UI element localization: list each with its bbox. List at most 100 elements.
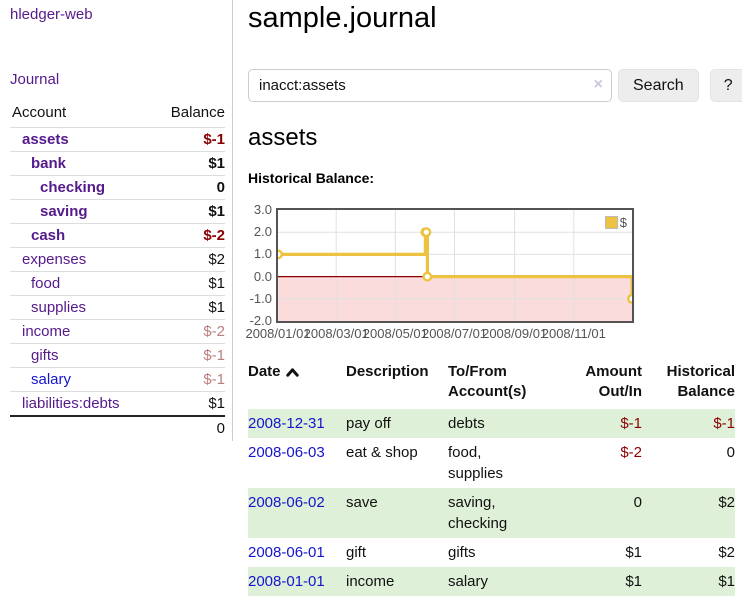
clear-search-icon[interactable]: × xyxy=(593,76,603,93)
account-link[interactable]: salary xyxy=(31,371,72,388)
app-brand-link[interactable]: hledger-web xyxy=(10,6,93,23)
account-balance: $-1 xyxy=(203,371,225,388)
accounts-total-row: 0 xyxy=(10,415,225,440)
transaction-amount: $1 xyxy=(625,543,642,561)
account-heading: assets xyxy=(248,124,318,151)
accounts-table: Account Balance assets $-1 bank $1 check… xyxy=(10,101,225,440)
transaction-description: income xyxy=(346,566,448,596)
transaction-description: save xyxy=(346,487,448,538)
account-column-header: Account xyxy=(12,104,67,121)
account-balance: $-2 xyxy=(203,227,225,244)
transaction-accounts: gifts xyxy=(448,543,476,561)
search-input[interactable] xyxy=(248,69,612,102)
chart-heading: Historical Balance: xyxy=(248,170,375,186)
account-balance: $2 xyxy=(208,251,225,268)
account-row: cash $-2 xyxy=(10,223,225,247)
account-balance: $-1 xyxy=(203,347,225,364)
page-title: sample.journal xyxy=(248,2,437,34)
accounts-total-value: 0 xyxy=(216,420,225,437)
transaction-accounts: saving, checking xyxy=(448,487,548,538)
account-balance: $-1 xyxy=(203,131,225,148)
transaction-row[interactable]: 2008-12-31 pay off debts $-1 $-1 xyxy=(248,408,735,438)
sidebar-item-journal[interactable]: Journal xyxy=(10,71,60,88)
account-row: liabilities:debts $1 xyxy=(10,391,225,415)
account-row: food $1 xyxy=(10,271,225,295)
transaction-balance: $-1 xyxy=(642,408,735,438)
chart-canvas xyxy=(278,210,632,321)
date-column-header[interactable]: Date xyxy=(248,360,346,409)
search-button[interactable]: Search xyxy=(618,69,699,102)
account-link[interactable]: assets xyxy=(22,131,69,148)
account-link[interactable]: income xyxy=(22,323,71,340)
balance-column-header[interactable]: Historical Balance xyxy=(666,363,735,401)
description-column-header[interactable]: Description xyxy=(346,363,429,380)
accounts-column-header[interactable]: To/From Account(s) xyxy=(448,363,527,401)
account-balance: $1 xyxy=(208,299,225,316)
transaction-accounts: salary xyxy=(448,566,548,596)
account-link[interactable]: liabilities:debts xyxy=(22,395,120,412)
transaction-description: gift xyxy=(346,543,367,561)
account-balance: $1 xyxy=(208,395,225,412)
chart-plot-area: $ xyxy=(276,208,634,323)
transaction-date-link[interactable]: 2008-06-01 xyxy=(248,543,325,561)
register-table: Date Description To/From Account(s) Amou… xyxy=(248,360,735,596)
transaction-row[interactable]: 2008-06-02 save saving, checking 0 $2 xyxy=(248,487,735,538)
sort-ascending-icon xyxy=(285,368,299,377)
transaction-accounts: debts xyxy=(448,408,548,438)
transaction-amount: $1 xyxy=(548,566,642,596)
chart-legend: $ xyxy=(604,215,627,230)
x-axis-tick-label: 2008/07/01 xyxy=(421,326,488,341)
account-row: expenses $2 xyxy=(10,247,225,271)
account-balance: $1 xyxy=(208,203,225,220)
account-link[interactable]: saving xyxy=(40,203,88,220)
account-link[interactable]: expenses xyxy=(22,251,87,268)
account-link[interactable]: food xyxy=(31,275,61,292)
transaction-balance: $2 xyxy=(718,543,735,561)
account-row: supplies $1 xyxy=(10,295,225,319)
account-link[interactable]: bank xyxy=(31,155,67,172)
account-row: bank $1 xyxy=(10,151,225,175)
y-axis-tick-label: 2.0 xyxy=(253,224,272,240)
legend-swatch-icon xyxy=(604,216,618,229)
x-axis-tick-label: 2008/09/01 xyxy=(482,326,548,341)
y-axis-tick-label: 3.0 xyxy=(253,202,272,217)
account-balance: $1 xyxy=(208,155,225,172)
legend-label: $ xyxy=(619,215,627,230)
transaction-row[interactable]: 2008-06-03 eat & shop food, supplies $-2… xyxy=(248,438,735,488)
transaction-row[interactable]: 2008-06-01 gift gifts $1 $2 xyxy=(248,538,735,567)
transaction-balance: $1 xyxy=(642,566,735,596)
balance-column-header: Balance xyxy=(170,104,225,121)
amount-column-header[interactable]: Amount Out/In xyxy=(585,363,642,401)
sidebar: hledger-web Journal Account Balance asse… xyxy=(0,0,233,441)
transaction-amount: 0 xyxy=(548,487,642,538)
account-link[interactable]: supplies xyxy=(31,299,87,316)
transaction-date-link[interactable]: 2008-06-02 xyxy=(248,493,325,511)
transaction-row[interactable]: 2008-01-01 income salary $1 $1 xyxy=(248,566,735,596)
transaction-date-link[interactable]: 2008-01-01 xyxy=(248,572,325,590)
transaction-date-link[interactable]: 2008-12-31 xyxy=(248,414,325,432)
account-row: assets $-1 xyxy=(10,127,225,151)
transaction-description: eat & shop xyxy=(346,443,418,461)
x-axis-tick-label: 2008/03/01 xyxy=(303,326,369,341)
x-axis-tick-label: 2008/05/01 xyxy=(362,326,428,341)
account-link[interactable]: checking xyxy=(40,179,106,196)
transaction-balance: 0 xyxy=(726,443,735,461)
transaction-balance: $2 xyxy=(642,487,735,538)
search-bar: × Search ? xyxy=(248,69,742,102)
transaction-amount: $-2 xyxy=(620,443,642,461)
account-row: checking 0 xyxy=(10,175,225,199)
account-link[interactable]: gifts xyxy=(31,347,59,364)
transaction-accounts: food, supplies xyxy=(448,443,504,482)
x-axis-tick-label: 2008/01/01 xyxy=(245,326,311,341)
account-link[interactable]: cash xyxy=(31,227,66,244)
account-row: income $-2 xyxy=(10,319,225,343)
account-row: salary $-1 xyxy=(10,367,225,391)
help-button[interactable]: ? xyxy=(709,69,742,102)
account-balance: 0 xyxy=(216,179,225,196)
register-header-row: Date Description To/From Account(s) Amou… xyxy=(248,360,735,409)
main-content: sample.journal × Search ? assets Histori… xyxy=(245,0,742,596)
y-axis-tick-label: -1.0 xyxy=(249,290,272,306)
transaction-amount: $-1 xyxy=(548,408,642,438)
transaction-date-link[interactable]: 2008-06-03 xyxy=(248,443,325,461)
account-row: gifts $-1 xyxy=(10,343,225,367)
